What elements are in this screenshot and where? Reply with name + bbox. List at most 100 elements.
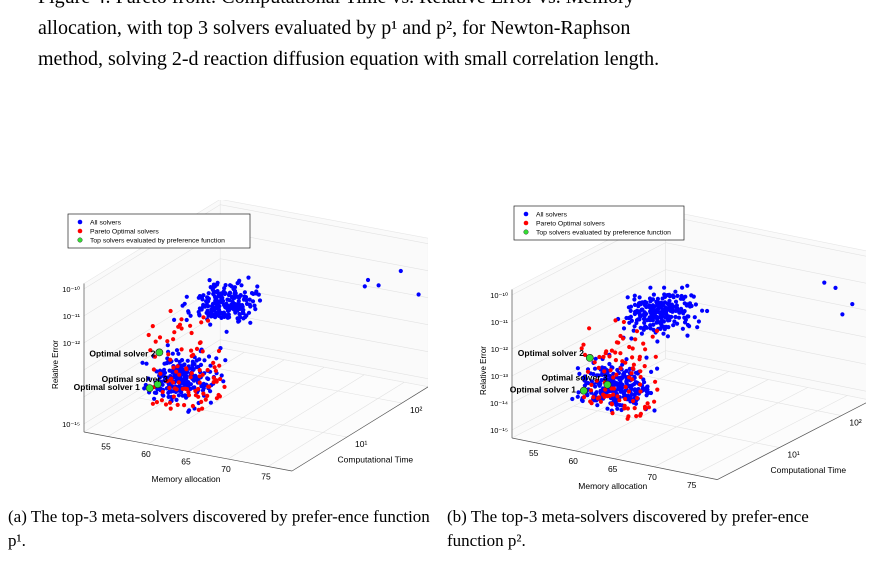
pareto-solver-point xyxy=(613,318,618,323)
x-axis-line xyxy=(83,431,293,472)
pareto-solver-point xyxy=(200,406,205,411)
pareto-solver-point xyxy=(608,368,613,373)
all-solver-point xyxy=(595,373,600,378)
pareto-solver-point xyxy=(179,347,184,352)
all-solver-point xyxy=(661,303,666,308)
all-solver-point xyxy=(172,317,177,322)
all-solver-point xyxy=(184,317,189,323)
all-solver-point xyxy=(625,295,630,300)
all-solver-point xyxy=(214,310,219,315)
pareto-solver-point xyxy=(625,406,630,411)
all-solver-point xyxy=(655,300,660,306)
all-solver-point xyxy=(652,304,657,309)
pareto-solver-point xyxy=(653,354,658,359)
all-solver-point xyxy=(158,375,163,380)
pareto-solver-point xyxy=(175,364,180,369)
all-solver-point xyxy=(236,304,241,309)
all-solver-point xyxy=(592,366,598,371)
pareto-solver-point xyxy=(171,394,176,399)
all-solver-point xyxy=(577,371,582,376)
all-solver-point xyxy=(673,289,678,294)
floor-grid-y xyxy=(573,405,780,448)
all-solver-point xyxy=(229,284,234,289)
y-tick-label: 10¹ xyxy=(355,439,367,449)
pareto-solver-point xyxy=(631,398,636,404)
legend-entry: All solvers xyxy=(536,212,568,219)
pareto-solver-point xyxy=(621,319,626,325)
pareto-solver-point xyxy=(620,359,625,364)
all-solver-point xyxy=(615,406,620,411)
pareto-solver-point xyxy=(655,387,660,392)
all-solver-point xyxy=(575,366,580,371)
pareto-solver-point xyxy=(197,380,202,385)
pareto-solver-point xyxy=(603,387,608,392)
pareto-solver-point xyxy=(603,393,608,398)
all-solver-point xyxy=(632,297,637,302)
all-solver-point xyxy=(206,313,211,318)
pareto-solver-point xyxy=(613,350,618,355)
pareto-solver-point xyxy=(203,397,208,402)
pareto-solver-point xyxy=(602,369,607,374)
all-solver-point xyxy=(176,393,181,398)
all-solver-point xyxy=(691,294,696,299)
all-solver-point xyxy=(209,307,214,312)
all-solver-point xyxy=(185,379,190,384)
pareto-solver-point xyxy=(642,404,648,409)
all-solver-point xyxy=(632,324,637,329)
pareto-solver-point xyxy=(618,351,623,356)
floor-grid-x xyxy=(267,382,405,467)
all-solver-point xyxy=(248,320,253,325)
pareto-solver-point xyxy=(166,352,171,357)
all-solver-point xyxy=(201,304,206,309)
pareto-solver-point xyxy=(168,308,173,314)
z-tick-label: 10⁻¹⁰ xyxy=(490,291,508,300)
all-solver-point xyxy=(146,376,151,381)
pareto-solver-point xyxy=(592,360,597,365)
all-solver-point xyxy=(652,408,657,413)
all-solver-point xyxy=(589,379,594,384)
all-solver-point xyxy=(629,392,635,397)
pareto-solver-point xyxy=(163,402,169,407)
z-tick-label: 10⁻¹² xyxy=(491,345,509,354)
all-solver-point xyxy=(214,356,219,361)
all-solver-point xyxy=(683,294,688,299)
pareto-solver-point xyxy=(188,323,193,328)
pareto-solver-point xyxy=(218,376,223,382)
all-solver-point xyxy=(671,323,676,328)
all-solver-point xyxy=(822,280,827,285)
pareto-solver-point xyxy=(186,393,192,398)
wall-grid-z xyxy=(511,350,866,431)
all-solver-point xyxy=(172,375,177,380)
optimal-solver-label: Optimal solver 1 xyxy=(510,385,576,395)
pareto-solver-point xyxy=(596,365,601,370)
pareto-solver-point xyxy=(170,380,176,385)
all-solver-point xyxy=(675,293,680,298)
all-solver-point xyxy=(657,320,662,325)
pareto-solver-point xyxy=(211,380,216,385)
all-solver-point xyxy=(662,292,667,297)
pareto-solver-point xyxy=(641,341,646,346)
all-solver-point xyxy=(182,393,188,398)
floor-grid-x xyxy=(107,352,245,437)
wall-grid-z xyxy=(511,323,866,404)
all-solver-point xyxy=(649,369,654,374)
pareto-solver-point xyxy=(157,335,163,340)
all-solver-point xyxy=(644,355,649,360)
all-solver-point xyxy=(655,366,660,371)
all-solver-point xyxy=(237,312,243,317)
all-solver-point xyxy=(202,358,207,363)
pareto-solver-point xyxy=(193,388,198,394)
all-solver-point xyxy=(154,390,159,395)
pareto-solver-point xyxy=(630,346,635,351)
all-solver-point xyxy=(655,317,660,322)
all-solver-point xyxy=(191,385,196,390)
pareto-solver-point xyxy=(638,374,643,380)
legend-box xyxy=(513,205,685,241)
z-tick-label: 10⁻¹⁵ xyxy=(490,426,508,435)
all-solver-point xyxy=(249,291,255,296)
pareto-solver-point xyxy=(589,382,594,387)
pareto-solver-point xyxy=(199,320,204,325)
all-solver-point xyxy=(240,309,245,314)
pareto-solver-point xyxy=(179,326,184,331)
all-solver-point xyxy=(617,403,623,408)
